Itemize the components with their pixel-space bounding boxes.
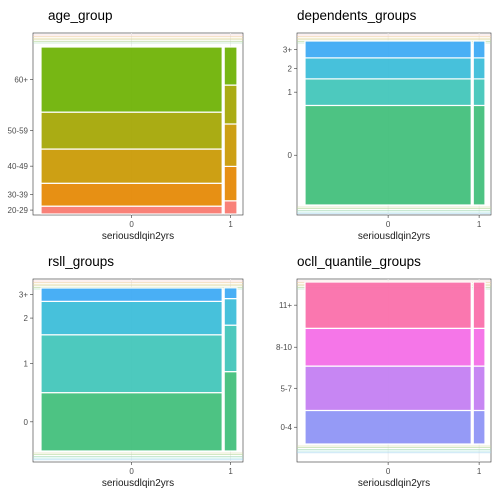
x-tick-label: 0: [386, 220, 391, 229]
mosaic-tiles: [305, 41, 485, 205]
mosaic-tile: [305, 105, 471, 205]
mosaic-tile: [41, 393, 222, 451]
mosaic-tile: [41, 149, 222, 183]
mosaic-tile: [224, 85, 237, 124]
mosaic-tile: [305, 328, 471, 366]
panel-title: rsll_groups: [48, 254, 114, 269]
mosaic-tile: [224, 166, 237, 200]
mosaic-tile: [41, 288, 222, 301]
x-axis-label: seriousdlqin2yrs: [102, 478, 174, 489]
y-tick-label: 3+: [283, 45, 292, 54]
mosaic-tile: [41, 112, 222, 149]
mosaic-tile: [224, 372, 237, 451]
mosaic-tile: [224, 288, 237, 299]
y-tick-label: 0: [24, 418, 29, 427]
x-tick-label: 1: [477, 220, 482, 229]
x-tick-label: 1: [228, 467, 233, 476]
y-tick-label: 3+: [19, 291, 28, 300]
panel-title: age_group: [48, 8, 113, 23]
y-tick-label: 30-39: [8, 191, 29, 200]
mosaic-tiles: [305, 282, 485, 444]
mosaic-tile: [224, 299, 237, 326]
mosaic-tile: [473, 366, 485, 410]
mosaic-tile: [305, 366, 471, 410]
mosaic-tile: [473, 282, 485, 328]
mosaic-tile: [41, 335, 222, 393]
mosaic-tile: [305, 410, 471, 444]
mosaic-tile: [305, 41, 471, 58]
x-tick-label: 0: [386, 467, 391, 476]
y-tick-label: 8-10: [276, 343, 293, 352]
y-ticks: 0-4 5-7 8-10 11+: [276, 301, 297, 432]
mosaic-tile: [41, 183, 222, 206]
y-tick-label: 40-49: [8, 162, 29, 171]
mosaic-tile: [473, 58, 485, 79]
mosaic-tile: [305, 58, 471, 79]
y-tick-label: 11+: [279, 301, 292, 310]
y-ticks: 0 1 2 3+: [283, 45, 297, 160]
y-tick-label: 60+: [14, 76, 28, 85]
y-tick-label: 0-4: [280, 423, 292, 432]
mosaic-tile: [473, 79, 485, 106]
mosaic-tiles: [41, 288, 237, 451]
x-axis-label: seriousdlqin2yrs: [358, 478, 430, 489]
panel-title: dependents_groups: [297, 8, 417, 23]
x-axis-label: seriousdlqin2yrs: [358, 231, 430, 242]
mosaic-tile: [473, 328, 485, 366]
y-tick-label: 50-59: [8, 127, 29, 136]
mosaic-tile: [41, 47, 222, 112]
mosaic-tile: [305, 282, 471, 328]
mosaic-tile: [224, 325, 237, 371]
y-tick-label: 20-29: [8, 206, 29, 215]
y-tick-label: 0: [288, 151, 293, 160]
mosaic-tile: [224, 47, 237, 85]
y-tick-label: 2: [288, 64, 293, 73]
x-tick-label: 0: [129, 220, 134, 229]
mosaic-tile: [41, 206, 222, 214]
y-tick-label: 2: [24, 314, 29, 323]
mosaic-tile: [41, 301, 222, 334]
x-tick-label: 1: [228, 220, 233, 229]
mosaic-tile: [305, 79, 471, 106]
mosaic-tiles: [41, 47, 237, 214]
mosaic-tile: [473, 105, 485, 205]
mosaic-tile: [224, 124, 237, 166]
x-axis-label: seriousdlqin2yrs: [102, 231, 174, 242]
mosaic-tile: [224, 201, 237, 214]
y-tick-label: 1: [24, 360, 29, 369]
y-ticks: 20-29 30-39 40-49 50-59 60+: [8, 76, 33, 216]
mosaic-tile: [473, 41, 485, 58]
y-tick-label: 1: [288, 88, 293, 97]
y-ticks: 0 1 2 3+: [19, 291, 33, 427]
mosaic-tile: [473, 410, 485, 444]
x-tick-label: 1: [477, 467, 482, 476]
y-tick-label: 5-7: [280, 384, 292, 393]
panel-title: ocll_quantile_groups: [297, 254, 421, 269]
x-tick-label: 0: [129, 467, 134, 476]
